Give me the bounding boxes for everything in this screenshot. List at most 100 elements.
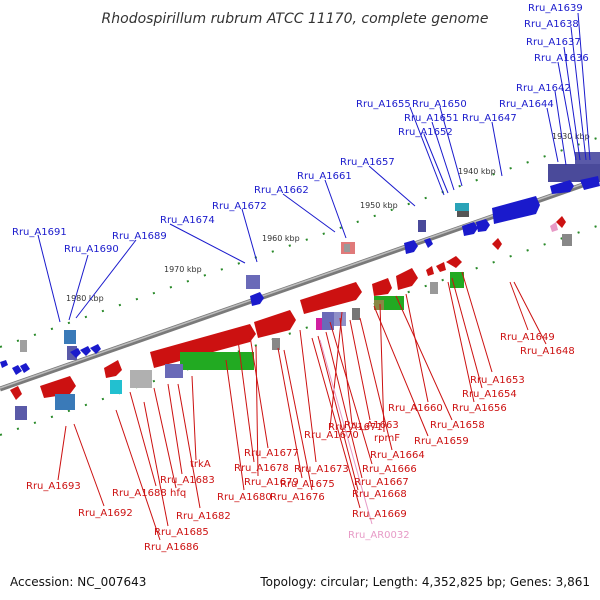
gene-label: Rru_A1648	[520, 346, 575, 357]
gene-arrow	[70, 348, 81, 358]
gene-block	[322, 312, 334, 330]
gene-label: Rru_A1676	[270, 492, 325, 503]
gene-arrow	[446, 256, 462, 268]
gene-arrow	[80, 346, 91, 356]
kbp-label: 1940 kbp	[458, 167, 496, 176]
gene-label: Rru_A1658	[430, 420, 485, 431]
kbp-label: 1970 kbp	[164, 265, 202, 274]
gene-label: Rru_A1675	[280, 479, 335, 490]
gene-label: Rru_A1636	[534, 53, 589, 64]
gene-arrow	[492, 238, 502, 250]
gene-arrow	[492, 196, 540, 224]
gene-label-rna: Rru_AR0032	[348, 530, 410, 541]
gene-arrow	[0, 360, 8, 368]
forward-strand-features	[0, 152, 600, 375]
gene-label: Rru_A1688	[112, 488, 167, 499]
gene-label: Rru_A1670	[304, 430, 359, 441]
gene-label: Rru_A1647	[462, 113, 517, 124]
gene-label: Rru_A1673	[294, 464, 349, 475]
gene-arrow	[580, 176, 600, 190]
gene-arrow	[396, 268, 418, 290]
gene-label: Rru_A1656	[452, 403, 507, 414]
map-title: Rhodospirillum rubrum ATCC 11170, comple…	[102, 11, 489, 27]
gene-arrow	[104, 360, 122, 378]
gene-label: Rru_A1639	[528, 3, 583, 14]
kbp-label: 1980 kbp	[66, 294, 104, 303]
gene-label: Rru_A1663	[344, 420, 399, 431]
gene-label: Rru_A1682	[176, 511, 231, 522]
gene-label: Rru_A1693	[26, 481, 81, 492]
gene-label: Rru_A1642	[516, 83, 571, 94]
lower-leader-lines	[57, 271, 547, 541]
accession-text: Accession: NC_007643	[10, 575, 146, 589]
gene-label: Rru_A1692	[78, 508, 133, 519]
gene-label: trkA	[190, 459, 211, 470]
gene-block	[352, 308, 360, 320]
gene-label: Rru_A1674	[160, 215, 215, 226]
gene-block	[418, 220, 426, 232]
gene-block	[180, 352, 254, 370]
gene-label: Rru_A1637	[526, 37, 581, 48]
gene-label: Rru_A1690	[64, 244, 119, 255]
upper-gene-labels: Rru_A1639 Rru_A1638 Rru_A1637 Rru_A1636 …	[12, 3, 589, 255]
gene-label: Rru_A1662	[254, 185, 309, 196]
gene-label: Rru_A1659	[414, 436, 469, 447]
gene-block	[246, 275, 260, 289]
gene-arrow	[424, 238, 433, 248]
lower-gene-labels: Rru_A1649 Rru_A1648 Rru_A1653 Rru_A1654 …	[26, 332, 575, 553]
gene-label: Rru_A1655	[356, 99, 411, 110]
gene-label: Rru_A1672	[212, 201, 267, 212]
gene-block	[316, 318, 322, 330]
gene-label: Rru_A1649	[500, 332, 555, 343]
kbp-label: 1950 kbp	[360, 201, 398, 210]
reverse-strand-features	[10, 216, 572, 420]
gene-label: Rru_A1667	[354, 477, 409, 488]
gene-label: Rru_A1671	[328, 422, 383, 433]
gene-label: Rru_A1689	[112, 231, 167, 242]
gene-label: Rru_A1651	[404, 113, 459, 124]
upper-tick-track	[0, 136, 600, 348]
gene-arrow	[476, 219, 490, 232]
gene-arrow	[250, 292, 264, 306]
gene-arrow	[300, 282, 362, 314]
gene-block	[130, 370, 152, 388]
gene-arrow	[436, 262, 446, 272]
gene-label: Rru_A1654	[462, 389, 517, 400]
gene-label: Rru_A1691	[12, 227, 67, 238]
gene-label: Rru_A1668	[352, 489, 407, 500]
gene-label: rpmF	[374, 433, 400, 444]
upper-leader-lines	[37, 12, 591, 323]
gene-block	[55, 394, 75, 410]
gene-block	[344, 244, 350, 252]
gene-label: Rru_A1686	[144, 542, 199, 553]
gene-label: Rru_A1644	[499, 99, 554, 110]
gene-label: Rru_A1652	[398, 127, 453, 138]
gene-arrow	[404, 240, 418, 254]
gene-block	[374, 300, 384, 310]
gene-arrow	[550, 222, 558, 232]
kbp-label: 1930 kbp	[552, 132, 590, 141]
gene-label: hfq	[170, 488, 186, 499]
gene-arrow	[556, 216, 566, 228]
gene-block	[575, 152, 600, 164]
gene-arrow	[426, 266, 434, 276]
gene-label: Rru_A1680	[217, 492, 272, 503]
gene-block	[562, 234, 572, 246]
gene-label: Rru_A1650	[412, 99, 467, 110]
pink-leader-line	[319, 339, 373, 525]
gene-block	[272, 338, 280, 350]
gene-label: Rru_A1677	[244, 448, 299, 459]
gene-arrow	[372, 278, 392, 296]
gene-block	[15, 406, 27, 420]
kbp-label: 1960 kbp	[262, 234, 300, 243]
gene-label: Rru_A1679	[244, 477, 299, 488]
gene-arrow	[150, 324, 256, 368]
gene-block	[64, 330, 76, 344]
gene-block	[165, 364, 183, 378]
gene-label: Rru_A1660	[388, 403, 443, 414]
gene-block	[20, 340, 27, 352]
gene-label: Rru_A1664	[370, 450, 425, 461]
gene-arrow	[20, 363, 30, 373]
gene-label: Rru_A1669	[352, 509, 407, 520]
